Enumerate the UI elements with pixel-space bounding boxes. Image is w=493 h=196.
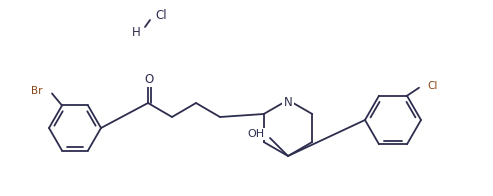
Text: O: O [144,73,154,85]
Text: Cl: Cl [155,8,167,22]
Text: OH: OH [247,129,264,139]
Text: Cl: Cl [427,81,437,91]
Text: Br: Br [32,86,43,96]
Text: H: H [132,25,141,38]
Text: N: N [283,95,292,109]
